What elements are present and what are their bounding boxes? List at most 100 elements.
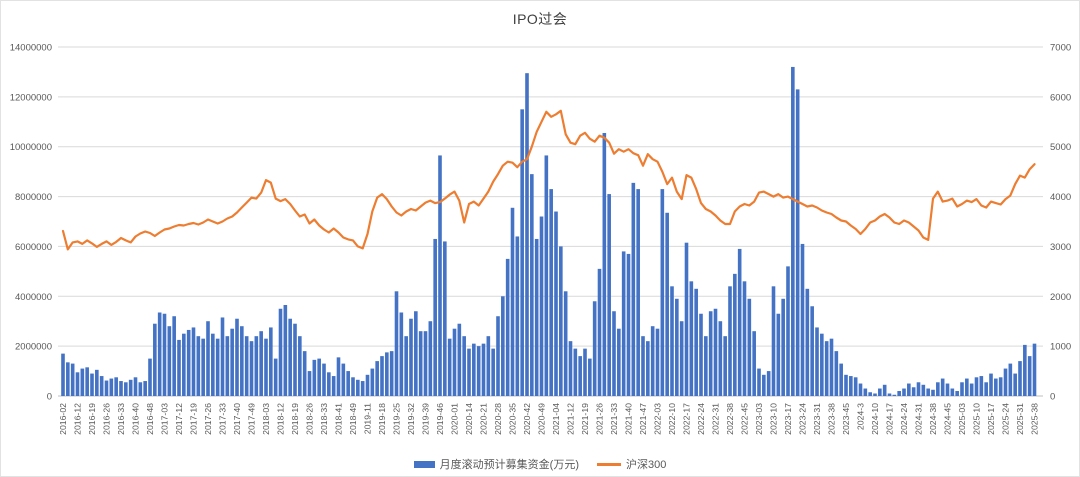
bar[interactable] [467, 348, 471, 396]
bar[interactable] [520, 109, 524, 397]
bar[interactable] [486, 336, 491, 396]
bar[interactable] [762, 374, 766, 396]
bar[interactable] [873, 393, 877, 396]
bar[interactable] [138, 382, 143, 396]
bar[interactable] [795, 89, 800, 396]
bar[interactable] [945, 383, 950, 396]
bar[interactable] [684, 242, 689, 396]
bar[interactable] [578, 356, 582, 396]
bar[interactable] [370, 368, 375, 396]
bar[interactable] [921, 384, 926, 396]
bar[interactable] [998, 377, 1003, 396]
bar[interactable] [853, 377, 858, 396]
bar[interactable] [414, 311, 418, 396]
bar[interactable] [834, 351, 839, 396]
bar[interactable] [346, 371, 350, 396]
bar[interactable] [472, 343, 476, 396]
bar[interactable] [331, 376, 336, 396]
bar[interactable] [539, 216, 544, 396]
bar[interactable] [462, 336, 466, 396]
bar[interactable] [177, 339, 181, 396]
bar[interactable] [887, 393, 892, 396]
bar[interactable] [298, 336, 302, 396]
bar[interactable] [215, 338, 220, 396]
bar[interactable] [892, 394, 897, 396]
bar[interactable] [269, 327, 273, 396]
bar[interactable] [916, 382, 921, 396]
bar[interactable] [385, 352, 389, 396]
bar[interactable] [95, 369, 99, 396]
bar[interactable] [544, 155, 549, 396]
bar[interactable] [186, 329, 191, 396]
bar[interactable] [307, 371, 312, 396]
bar[interactable] [940, 378, 945, 396]
bar[interactable] [457, 323, 462, 396]
bar[interactable] [220, 317, 225, 396]
bar[interactable] [646, 341, 650, 396]
bar[interactable] [660, 189, 665, 396]
bar[interactable] [244, 336, 249, 396]
bar[interactable] [766, 371, 771, 396]
bar[interactable] [104, 380, 109, 396]
bar[interactable] [380, 356, 384, 396]
bar[interactable] [288, 318, 292, 396]
bar[interactable] [969, 383, 974, 396]
bar[interactable] [201, 338, 205, 396]
bar[interactable] [665, 212, 669, 396]
bar[interactable] [278, 308, 283, 396]
bar[interactable] [75, 372, 80, 396]
bar[interactable] [182, 333, 186, 396]
bar[interactable] [1008, 363, 1013, 396]
bar[interactable] [481, 343, 486, 396]
bar[interactable] [694, 288, 698, 396]
bar[interactable] [317, 358, 321, 396]
bar[interactable] [428, 321, 433, 396]
bar[interactable] [1023, 344, 1027, 396]
bar[interactable] [965, 378, 969, 396]
bar[interactable] [496, 316, 500, 396]
bar[interactable] [849, 376, 853, 396]
bar[interactable] [563, 291, 568, 396]
bar[interactable] [162, 313, 167, 396]
bar[interactable] [235, 318, 239, 396]
bar[interactable] [858, 383, 863, 396]
bar[interactable] [375, 361, 379, 396]
bar[interactable] [336, 357, 341, 396]
bar[interactable] [259, 331, 263, 396]
bar[interactable] [728, 286, 732, 396]
bar[interactable] [931, 389, 935, 396]
bar[interactable] [438, 155, 442, 396]
legend-item-line[interactable]: 沪深300 [596, 456, 666, 472]
bar[interactable] [699, 313, 703, 396]
bar[interactable] [1027, 356, 1032, 396]
bar[interactable] [312, 359, 317, 396]
bar[interactable] [868, 392, 872, 396]
bar[interactable] [157, 312, 162, 396]
bar[interactable] [302, 351, 307, 396]
bar[interactable] [525, 73, 529, 397]
bar[interactable] [829, 338, 834, 396]
bar[interactable] [974, 377, 979, 396]
bar[interactable] [254, 336, 259, 396]
bar[interactable] [897, 391, 901, 396]
bar[interactable] [839, 363, 843, 396]
bar[interactable] [810, 306, 814, 396]
bar[interactable] [737, 248, 742, 396]
bar[interactable] [926, 388, 930, 396]
bar[interactable] [124, 382, 128, 396]
bar[interactable] [534, 238, 539, 396]
bar[interactable] [718, 321, 723, 396]
bar[interactable] [689, 281, 694, 396]
bar[interactable] [573, 348, 578, 396]
bar[interactable] [786, 266, 790, 396]
bar[interactable] [747, 298, 752, 396]
bar[interactable] [148, 358, 152, 396]
bar[interactable] [1003, 368, 1008, 396]
bar[interactable] [66, 362, 70, 396]
bar[interactable] [433, 238, 437, 396]
bar[interactable] [230, 328, 234, 396]
bar[interactable] [708, 311, 713, 396]
bar[interactable] [824, 341, 829, 396]
bar[interactable] [984, 382, 988, 396]
bar[interactable] [621, 251, 626, 396]
